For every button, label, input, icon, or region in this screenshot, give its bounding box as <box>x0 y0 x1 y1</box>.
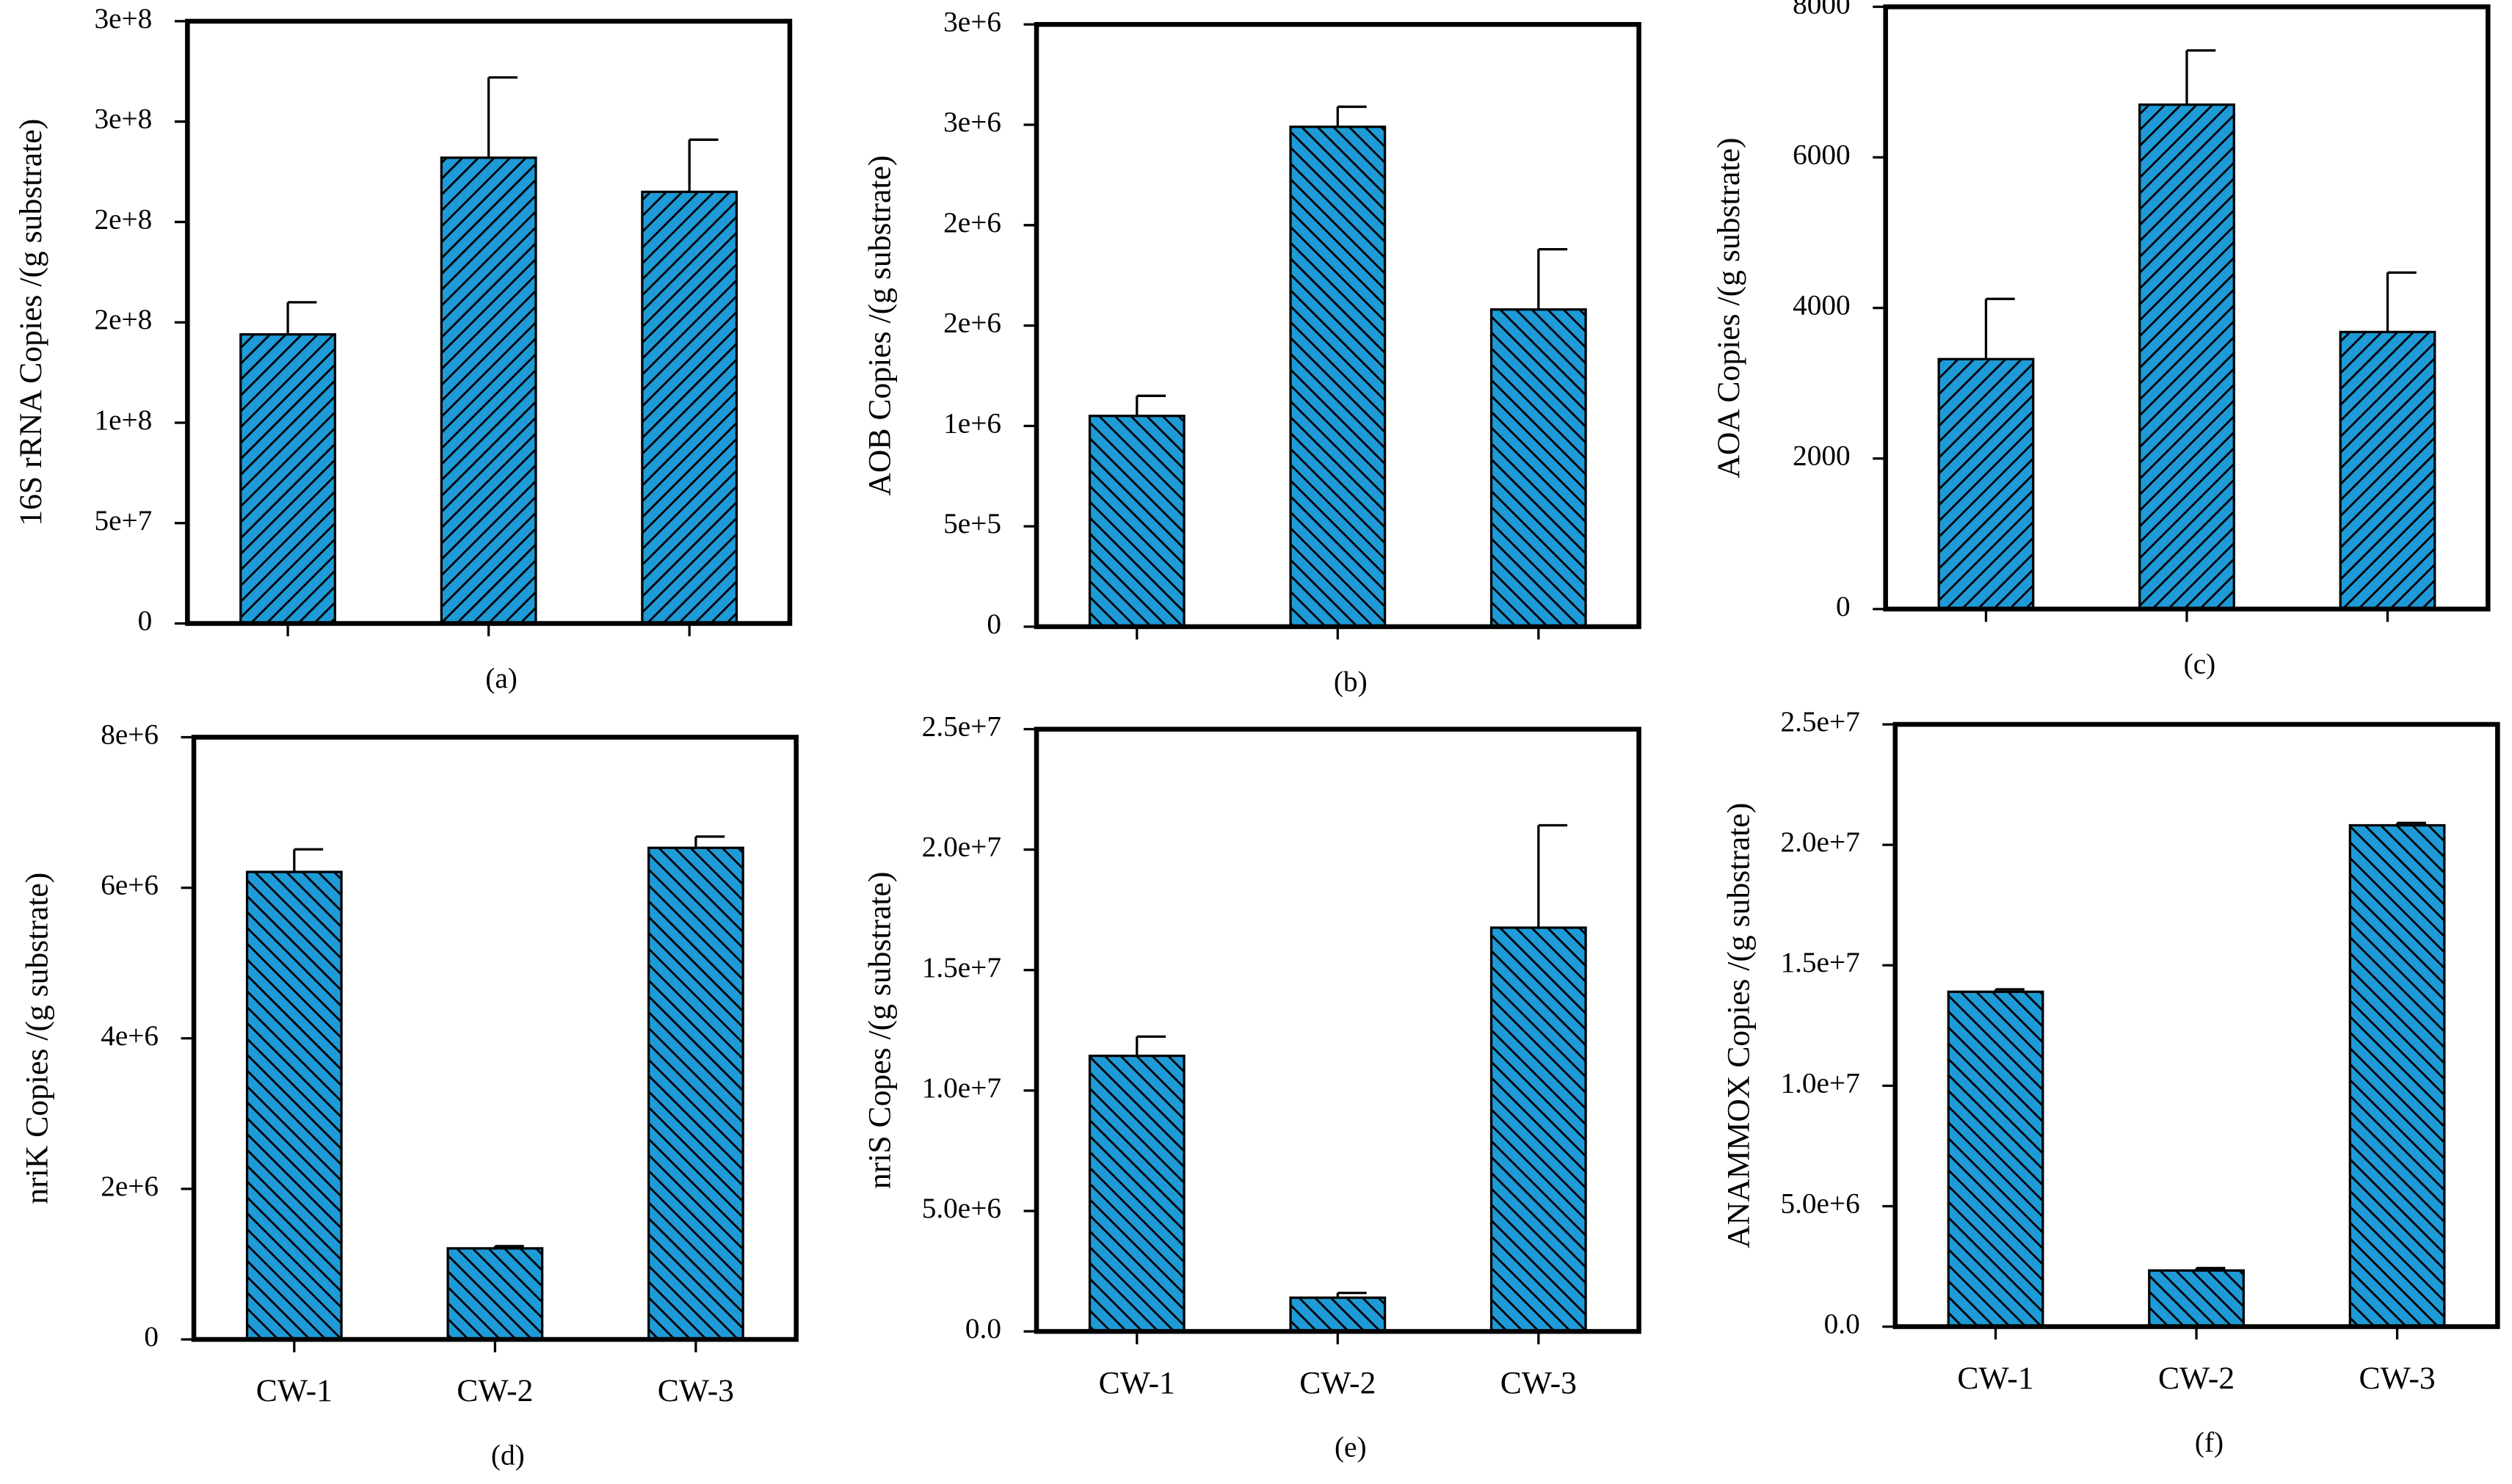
bar <box>641 190 738 625</box>
y-tick-label: 0.0 <box>965 1313 1001 1345</box>
bar <box>647 846 744 1341</box>
y-tick-label: 2e+6 <box>943 308 1001 339</box>
y-tick-label: 0 <box>138 605 153 637</box>
y-axis-label: nriS Copes /(g substrate) <box>863 872 898 1190</box>
y-tick-label: 5e+5 <box>943 508 1001 539</box>
y-tick-label: 1.5e+7 <box>1780 947 1859 978</box>
y-tick-label: 2e+8 <box>94 304 152 335</box>
bar <box>2138 103 2235 611</box>
y-tick-label: 6e+6 <box>101 870 159 901</box>
y-tick-label: 2e+6 <box>101 1171 159 1202</box>
bar <box>440 156 537 625</box>
y-tick-label: 1.0e+7 <box>1780 1067 1859 1099</box>
bar <box>1088 1054 1186 1333</box>
x-tick-label: CW-3 <box>1500 1365 1577 1400</box>
y-tick-label: 0 <box>144 1321 159 1353</box>
bar <box>446 1247 544 1341</box>
y-tick-label: 1.0e+7 <box>922 1072 1001 1104</box>
bar <box>2339 330 2436 611</box>
y-tick-label: 6000 <box>1793 139 1851 170</box>
y-tick-label: 5.0e+6 <box>1780 1187 1859 1219</box>
y-tick-label: 2.0e+7 <box>922 832 1001 863</box>
caption: (f) <box>2195 1427 2224 1458</box>
y-tick-label: 0.0 <box>1824 1309 1860 1340</box>
y-tick-label: 3e+8 <box>94 103 152 135</box>
y-axis-label: nriK Copies /(g substrate) <box>20 873 55 1204</box>
y-axis-label: AOA Copies /(g substrate) <box>1711 138 1746 479</box>
y-tick-label: 2e+6 <box>943 207 1001 239</box>
bar <box>1289 126 1387 628</box>
caption: (d) <box>491 1440 525 1472</box>
y-tick-label: 0 <box>987 608 1001 640</box>
y-tick-label: 2.0e+7 <box>1780 826 1859 858</box>
y-axis-label: 16S rRNA Copies /(g substrate) <box>13 119 48 526</box>
y-tick-label: 2e+8 <box>94 203 152 235</box>
bar <box>1289 1296 1387 1333</box>
y-tick-label: 5.0e+6 <box>922 1193 1001 1224</box>
bar <box>2148 1269 2245 1328</box>
plot-frame <box>185 18 793 626</box>
plot-frame <box>1034 22 1641 630</box>
bar <box>1937 357 2035 611</box>
y-tick-label: 2.5e+7 <box>1780 706 1859 738</box>
caption: (b) <box>1334 666 1368 697</box>
caption: (c) <box>2184 648 2216 680</box>
y-tick-label: 3e+6 <box>943 6 1001 37</box>
y-tick-label: 4e+6 <box>101 1020 159 1052</box>
y-tick-label: 8000 <box>1793 0 1851 20</box>
y-tick-label: 0 <box>1836 591 1851 622</box>
x-tick-label: CW-2 <box>1299 1365 1376 1400</box>
bar <box>1947 990 2044 1328</box>
plot-frame <box>191 735 799 1342</box>
y-axis-label: AOB Copies /(g substrate) <box>863 156 898 496</box>
y-tick-label: 5e+7 <box>94 505 152 537</box>
y-tick-label: 1.5e+7 <box>922 952 1001 983</box>
y-tick-label: 3e+6 <box>943 106 1001 138</box>
x-tick-label: CW-1 <box>1099 1365 1175 1400</box>
y-axis-label: ANAMMOX Copies /(g substrate) <box>1721 803 1756 1248</box>
caption: (a) <box>485 663 518 694</box>
x-tick-label: CW-1 <box>256 1373 333 1408</box>
y-tick-label: 2.5e+7 <box>922 711 1001 743</box>
y-tick-label: 8e+6 <box>101 719 159 750</box>
caption: (e) <box>1335 1432 1367 1463</box>
x-tick-label: CW-3 <box>2359 1361 2435 1396</box>
x-tick-label: CW-2 <box>457 1373 533 1408</box>
x-tick-label: CW-1 <box>1957 1361 2033 1396</box>
y-tick-label: 3e+8 <box>94 3 152 34</box>
bar <box>1489 308 1587 628</box>
x-tick-label: CW-2 <box>2158 1361 2235 1396</box>
bar <box>1489 926 1587 1333</box>
plot-frame <box>1883 4 2491 612</box>
bar <box>1088 415 1186 628</box>
bar <box>245 870 343 1341</box>
bar <box>239 332 337 625</box>
y-tick-label: 2000 <box>1793 440 1851 472</box>
bar <box>2348 823 2446 1328</box>
y-tick-label: 4000 <box>1793 290 1851 321</box>
y-tick-label: 1e+6 <box>943 407 1001 439</box>
y-tick-label: 1e+8 <box>94 404 152 436</box>
x-tick-label: CW-3 <box>658 1373 734 1408</box>
plot-frame <box>1034 727 1641 1334</box>
plot-frame <box>1892 721 2500 1329</box>
